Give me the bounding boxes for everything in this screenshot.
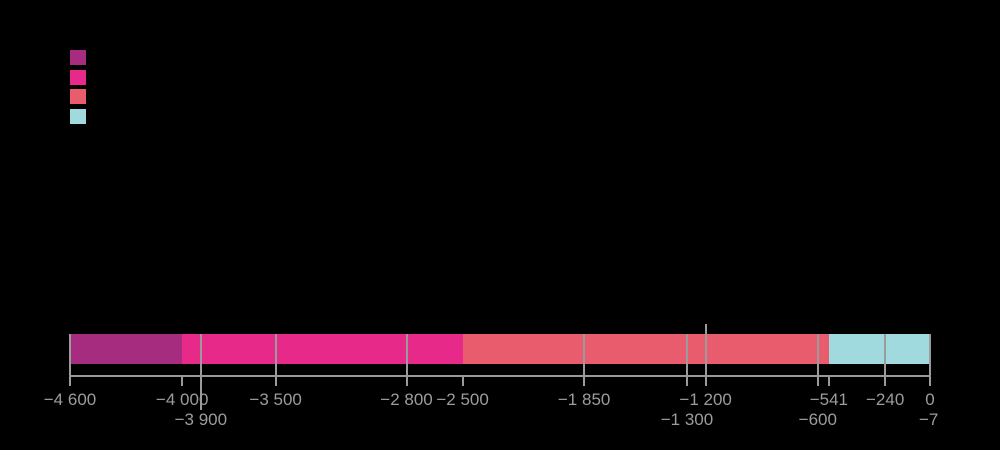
- axis-label: −1 300: [660, 410, 714, 429]
- era-divider: [685, 334, 688, 386]
- axis-label: 0: [925, 390, 935, 409]
- axis-label: −1 200: [679, 390, 732, 409]
- era-divider: [69, 334, 71, 386]
- legend-swatch-2: [70, 70, 86, 85]
- era-divider: [929, 334, 931, 386]
- axis-tick: [181, 375, 184, 386]
- bar-segment-1: [70, 334, 183, 364]
- axis-label: −3 500: [249, 390, 302, 409]
- axis-label: −600: [798, 410, 837, 429]
- axis-label: −1 850: [557, 390, 611, 409]
- axis-tick: [461, 375, 464, 386]
- legend-swatch-4: [70, 109, 86, 124]
- era-divider: [704, 324, 707, 386]
- axis-label: −240: [865, 390, 905, 409]
- era-divider: [199, 334, 202, 410]
- bar-segment-4: [828, 334, 930, 364]
- axis-label: −2 500: [436, 390, 489, 409]
- axis-label: −2 800: [380, 390, 433, 409]
- axis-label: −7: [918, 410, 939, 429]
- legend-swatch-3: [70, 89, 86, 104]
- era-divider: [884, 334, 887, 386]
- axis-line: [69, 375, 931, 377]
- era-divider: [816, 334, 819, 386]
- axis-label: −4 600: [43, 390, 97, 409]
- axis-label: −3 900: [174, 410, 228, 429]
- axis-label: −4 000: [155, 390, 209, 409]
- axis-label: −541: [809, 390, 848, 409]
- legend-swatch-1: [70, 50, 86, 65]
- axis-tick: [827, 375, 830, 386]
- era-divider: [583, 334, 586, 386]
- era-divider: [274, 334, 277, 386]
- era-divider: [405, 334, 408, 386]
- bar-segment-2: [182, 334, 463, 364]
- bar-segment-3: [462, 334, 829, 364]
